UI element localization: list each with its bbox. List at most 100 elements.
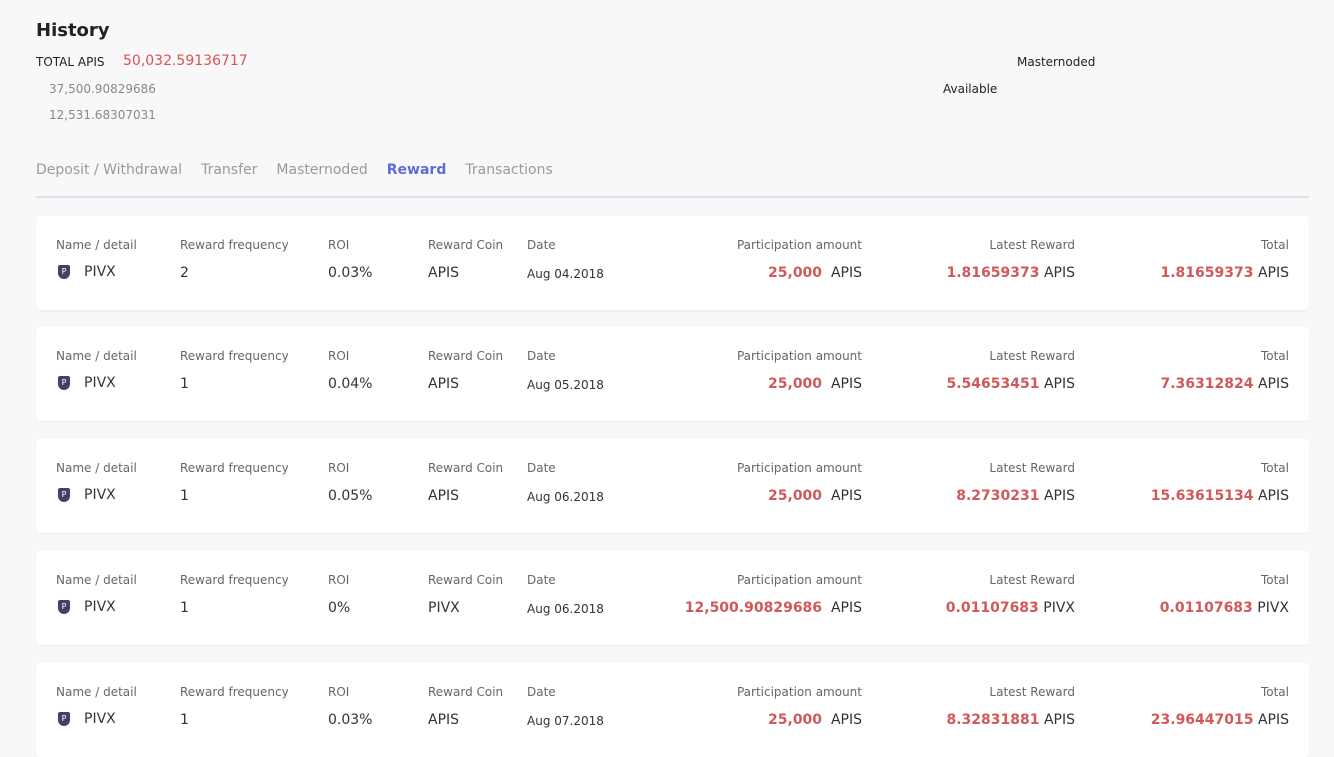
col-header-total: Total bbox=[1260, 573, 1289, 587]
reward-row[interactable]: Name / detail Reward frequency ROI Rewar… bbox=[36, 551, 1309, 645]
latest-reward-unit: APIS bbox=[1043, 265, 1075, 281]
col-header-latest: Latest Reward bbox=[989, 573, 1075, 587]
tab-transfer[interactable]: Transfer bbox=[201, 162, 258, 178]
participation-unit: APIS bbox=[830, 712, 862, 728]
latest-reward-value: 5.54653451 APIS bbox=[947, 376, 1076, 392]
participation-amount: 25,000 bbox=[768, 712, 823, 728]
coin-name: PIVX bbox=[84, 375, 116, 391]
roi-value: 0.05% bbox=[328, 488, 373, 504]
participation-value: 25,000 APIS bbox=[768, 712, 862, 728]
latest-reward-value: 8.32831881 APIS bbox=[947, 712, 1076, 728]
col-header-latest: Latest Reward bbox=[989, 349, 1075, 363]
col-header-name: Name / detail bbox=[56, 238, 137, 252]
total-amount: 1.81659373 bbox=[1160, 265, 1254, 281]
pivx-icon: P bbox=[58, 265, 70, 279]
col-header-name: Name / detail bbox=[56, 685, 137, 699]
total-amount: 23.96447015 bbox=[1150, 712, 1254, 728]
participation-value: 25,000 APIS bbox=[768, 488, 862, 504]
total-apis-label: TOTAL APIS bbox=[36, 55, 105, 69]
col-header-date: Date bbox=[527, 238, 556, 252]
frequency-value: 1 bbox=[180, 376, 189, 392]
date-value: Aug 06.2018 bbox=[527, 490, 604, 504]
total-value: 7.36312824 APIS bbox=[1161, 376, 1290, 392]
date-value: Aug 06.2018 bbox=[527, 602, 604, 616]
participation-unit: APIS bbox=[830, 265, 862, 281]
roi-value: 0.03% bbox=[328, 265, 373, 281]
latest-reward-amount: 0.01107683 bbox=[945, 600, 1039, 616]
total-value: 1.81659373 APIS bbox=[1161, 265, 1290, 281]
tab-reward[interactable]: Reward bbox=[386, 162, 447, 178]
roi-value: 0.03% bbox=[328, 712, 373, 728]
total-value: 15.63615134 APIS bbox=[1151, 488, 1289, 504]
reward-row[interactable]: Name / detail Reward frequency ROI Rewar… bbox=[36, 439, 1309, 533]
name-cell: P PIVX bbox=[58, 599, 116, 615]
col-header-frequency: Reward frequency bbox=[180, 573, 289, 587]
participation-unit: APIS bbox=[830, 376, 862, 392]
total-value: 0.01107683 PIVX bbox=[1160, 600, 1289, 616]
latest-reward-value: 8.2730231 APIS bbox=[956, 488, 1075, 504]
col-header-latest: Latest Reward bbox=[989, 685, 1075, 699]
participation-value: 25,000 APIS bbox=[768, 376, 862, 392]
coin-name: PIVX bbox=[84, 599, 116, 615]
col-header-name: Name / detail bbox=[56, 573, 137, 587]
col-header-coin: Reward Coin bbox=[428, 461, 504, 475]
reward-coin-value: APIS bbox=[428, 712, 460, 728]
total-unit: APIS bbox=[1257, 376, 1289, 392]
participation-value: 12,500.90829686 APIS bbox=[685, 600, 862, 616]
col-header-coin: Reward Coin bbox=[428, 573, 504, 587]
name-cell: P PIVX bbox=[58, 264, 116, 280]
reward-row[interactable]: Name / detail Reward frequency ROI Rewar… bbox=[36, 216, 1309, 310]
coin-name: PIVX bbox=[84, 487, 116, 503]
col-header-frequency: Reward frequency bbox=[180, 685, 289, 699]
col-header-frequency: Reward frequency bbox=[180, 238, 289, 252]
reward-coin-value: APIS bbox=[428, 488, 460, 504]
col-header-date: Date bbox=[527, 461, 556, 475]
total-unit: APIS bbox=[1257, 488, 1289, 504]
reward-coin-value: PIVX bbox=[428, 600, 460, 616]
col-header-participation: Participation amount bbox=[736, 238, 862, 252]
total-amount: 7.36312824 bbox=[1160, 376, 1254, 392]
tab-deposit-withdrawal[interactable]: Deposit / Withdrawal bbox=[36, 162, 183, 178]
masternoded-label: Masternoded bbox=[1017, 55, 1096, 69]
total-unit: APIS bbox=[1257, 712, 1289, 728]
reward-coin-value: APIS bbox=[428, 265, 460, 281]
col-header-total: Total bbox=[1260, 238, 1289, 252]
col-header-participation: Participation amount bbox=[736, 461, 862, 475]
latest-reward-amount: 1.81659373 bbox=[946, 265, 1040, 281]
col-header-frequency: Reward frequency bbox=[180, 461, 289, 475]
participation-unit: APIS bbox=[830, 600, 862, 616]
date-value: Aug 05.2018 bbox=[527, 378, 604, 392]
col-header-frequency: Reward frequency bbox=[180, 349, 289, 363]
participation-amount: 25,000 bbox=[768, 376, 823, 392]
col-header-coin: Reward Coin bbox=[428, 238, 504, 252]
frequency-value: 1 bbox=[180, 488, 189, 504]
col-header-participation: Participation amount bbox=[736, 685, 862, 699]
roi-value: 0.04% bbox=[328, 376, 373, 392]
frequency-value: 1 bbox=[180, 712, 189, 728]
col-header-date: Date bbox=[527, 573, 556, 587]
participation-amount: 25,000 bbox=[768, 265, 823, 281]
reward-row[interactable]: Name / detail Reward frequency ROI Rewar… bbox=[36, 663, 1309, 757]
date-value: Aug 07.2018 bbox=[527, 714, 604, 728]
participation-amount: 25,000 bbox=[768, 488, 823, 504]
pivx-icon: P bbox=[58, 600, 70, 614]
col-header-roi: ROI bbox=[328, 238, 350, 252]
name-cell: P PIVX bbox=[58, 711, 116, 727]
col-header-roi: ROI bbox=[328, 349, 350, 363]
tab-masternoded[interactable]: Masternoded bbox=[276, 162, 368, 178]
name-cell: P PIVX bbox=[58, 487, 116, 503]
coin-name: PIVX bbox=[84, 711, 116, 727]
total-unit: APIS bbox=[1257, 265, 1289, 281]
reward-row[interactable]: Name / detail Reward frequency ROI Rewar… bbox=[36, 327, 1309, 421]
col-header-name: Name / detail bbox=[56, 461, 137, 475]
col-header-total: Total bbox=[1260, 685, 1289, 699]
frequency-value: 2 bbox=[180, 265, 189, 281]
page-title: History bbox=[36, 20, 110, 41]
tab-transactions[interactable]: Transactions bbox=[465, 162, 553, 178]
pivx-icon: P bbox=[58, 488, 70, 502]
col-header-latest: Latest Reward bbox=[989, 238, 1075, 252]
participation-amount: 12,500.90829686 bbox=[684, 600, 823, 616]
latest-reward-unit: APIS bbox=[1043, 376, 1075, 392]
pivx-icon: P bbox=[58, 712, 70, 726]
available-label: Available bbox=[943, 82, 998, 96]
